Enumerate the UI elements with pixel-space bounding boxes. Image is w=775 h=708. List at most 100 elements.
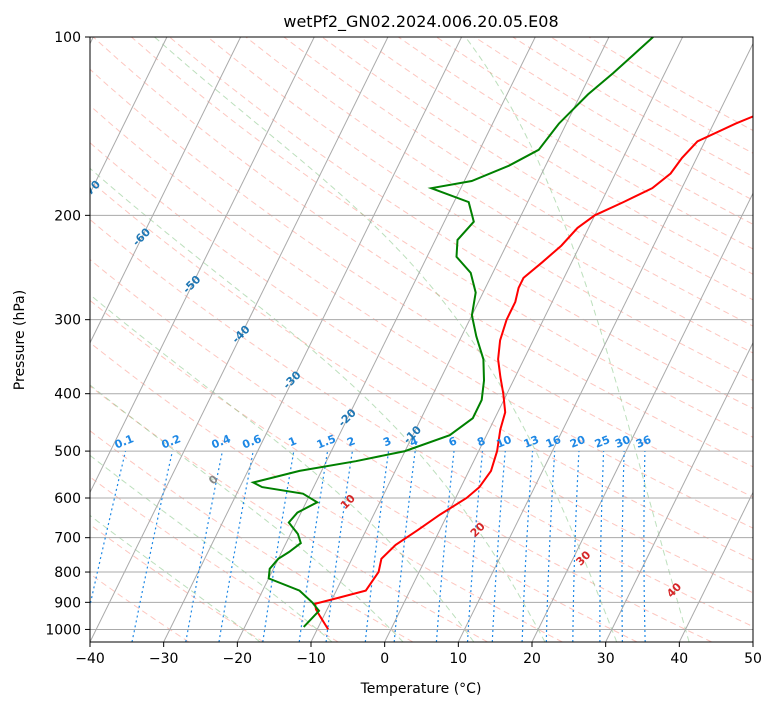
x-tick-label: 20 <box>523 651 541 667</box>
isotherm-line <box>457 42 753 642</box>
y-axis-label: Pressure (hPa) <box>12 290 28 390</box>
dry-adiabat <box>131 37 753 438</box>
dry-adiabat <box>90 142 753 561</box>
isotherm-line <box>310 37 610 642</box>
isotherm-label: -80 <box>28 132 51 155</box>
y-tick-label: 100 <box>54 30 81 46</box>
dry-adiabat <box>474 37 753 201</box>
isotherm-line <box>90 37 315 494</box>
moist-adiabat <box>90 167 546 642</box>
isotherm-line <box>531 192 753 642</box>
dry-adiabat <box>90 430 414 642</box>
dry-adiabat <box>321 37 753 301</box>
plot-frame <box>89 36 754 643</box>
isotherm-line <box>90 37 389 642</box>
dry-adiabat <box>90 258 712 642</box>
mixing-ratio-label: 3 <box>381 434 393 449</box>
moist-adiabat-label: 10 <box>338 492 358 512</box>
chart-title: wetPf2_GN02.2024.006.20.05.E08 <box>283 12 558 32</box>
dry-adiabat <box>359 37 753 275</box>
mixing-ratio-label: 1 <box>287 434 299 449</box>
mixing-ratio-label: 16 <box>544 433 563 451</box>
dry-adiabat <box>90 385 488 642</box>
mixing-ratio-line <box>393 451 416 642</box>
mixing-ratio-line <box>621 451 625 642</box>
mixing-ratio-line <box>364 451 390 642</box>
x-axis-label: Temperature (°C) <box>360 681 482 697</box>
y-tick-label: 600 <box>54 491 81 507</box>
moist-adiabat-label: 40 <box>664 580 684 600</box>
y-tick-label: 900 <box>54 595 81 611</box>
mixing-ratio-line <box>572 451 580 642</box>
dry-adiabat <box>90 179 753 594</box>
mixing-ratio-label: 30 <box>613 433 632 451</box>
dry-adiabat <box>90 523 264 642</box>
mixing-ratio-label: 25 <box>593 433 612 451</box>
mixing-ratio-label: 8 <box>475 434 487 449</box>
isotherm-line <box>236 37 536 642</box>
dry-adiabat <box>90 68 753 498</box>
dry-adiabat <box>283 37 753 327</box>
mixing-ratio-label: 0.4 <box>210 432 233 451</box>
mixing-ratio-label: 0.1 <box>113 432 136 451</box>
isotherm-label: -50 <box>180 273 203 296</box>
mixing-ratio-label: 20 <box>568 433 587 451</box>
y-tick-label: 1000 <box>45 622 81 638</box>
x-tick-label: −20 <box>223 651 253 667</box>
mixing-ratio-line <box>325 451 353 642</box>
x-tick-label: 50 <box>744 651 762 667</box>
x-tick-label: 30 <box>597 651 615 667</box>
moist-adiabat <box>154 37 618 642</box>
mixing-ratio-label: 2 <box>345 434 357 449</box>
y-tick-label: 800 <box>54 565 81 581</box>
dry-adiabat <box>588 37 753 132</box>
mixing-ratio-label: 10 <box>494 433 513 451</box>
x-tick-label: −30 <box>149 651 179 667</box>
mixing-ratio-label: 0.6 <box>240 432 263 451</box>
isotherm-line <box>90 37 242 344</box>
x-tick-label: 40 <box>670 651 688 667</box>
x-tick-label: −10 <box>296 651 326 667</box>
isotherm-label: -60 <box>130 225 153 248</box>
isotherm-label: -20 <box>336 406 359 429</box>
dry-adiabat <box>90 573 190 642</box>
dry-adiabat <box>90 342 563 642</box>
dry-adiabat <box>90 104 753 529</box>
x-axis: −40 −30 −20 −10 0 10 20 30 40 50 <box>75 642 762 667</box>
dry-adiabat <box>207 37 753 381</box>
y-tick-label: 200 <box>54 208 81 224</box>
isotherm-label: -70 <box>80 177 103 200</box>
mixing-ratio-line <box>131 450 173 642</box>
moist-adiabat <box>90 454 333 642</box>
dry-adiabat <box>169 37 753 410</box>
x-tick-label: −40 <box>75 651 105 667</box>
series-layer <box>250 37 753 630</box>
mixing-ratio-line <box>185 450 223 642</box>
mixing-ratio-label: 0.2 <box>160 432 183 451</box>
isotherm-line <box>384 37 684 642</box>
mixing-ratio-line <box>491 451 506 642</box>
y-tick-label: 500 <box>54 444 81 460</box>
isotherm-label: -40 <box>229 322 252 345</box>
mixing-ratio-line <box>599 451 605 642</box>
dry-adiabat <box>90 476 339 642</box>
mixing-ratio-label: 36 <box>634 433 653 451</box>
mixing-ratio-label: 1.5 <box>315 432 338 451</box>
mixing-ratio-line <box>643 451 646 642</box>
y-axis: 100 200 300 400 500 600 700 800 900 1000 <box>45 30 90 638</box>
moist-adiabat-label: 20 <box>468 520 488 540</box>
dry-adiabat <box>90 299 638 642</box>
y-tick-label: 300 <box>54 313 81 329</box>
moist-adiabat <box>464 37 690 642</box>
mixing-ratio-label: 6 <box>447 434 459 449</box>
mixing-ratio-label: 13 <box>522 433 541 451</box>
mixing-ratio-line <box>435 451 455 642</box>
background-lines <box>90 37 753 642</box>
isotherm-line <box>678 491 753 642</box>
moist-adiabat <box>90 384 404 642</box>
dry-adiabat <box>90 218 753 628</box>
isotherm-label: -30 <box>280 368 303 391</box>
dry-adiabat <box>245 37 753 354</box>
